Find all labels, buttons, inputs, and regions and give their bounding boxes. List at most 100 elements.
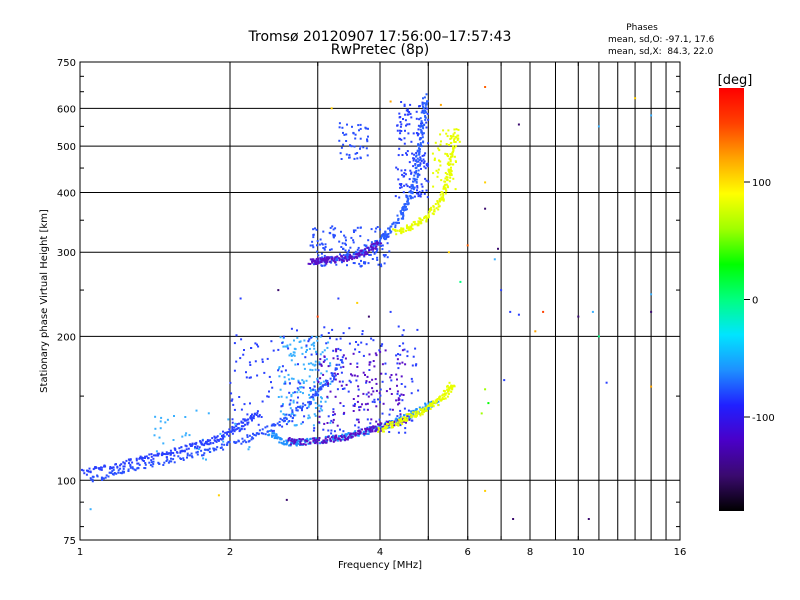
trace-point: [273, 432, 276, 435]
trace-point: [231, 432, 234, 435]
cluster-point: [280, 395, 283, 398]
cluster-point: [290, 377, 293, 380]
trace-point: [134, 469, 137, 472]
cluster-point: [442, 129, 445, 132]
trace-point: [187, 447, 190, 450]
trace-point: [444, 183, 447, 186]
cluster-point: [396, 384, 398, 387]
trace-point: [433, 208, 436, 211]
trace-point: [413, 414, 416, 417]
trace-point: [430, 206, 433, 209]
cluster-point: [319, 358, 322, 361]
cluster-point: [457, 128, 460, 131]
trace-point: [402, 209, 405, 212]
trace-point: [315, 438, 318, 441]
trace-point: [264, 426, 267, 429]
trace-point: [429, 402, 432, 405]
sparse-point: [217, 494, 220, 497]
trace-point: [226, 442, 229, 445]
trace-point: [199, 440, 202, 443]
trace-point: [241, 437, 244, 440]
trace-point: [123, 470, 125, 473]
trace-point: [413, 186, 416, 189]
cluster-point: [256, 343, 258, 346]
trace-point: [317, 260, 320, 263]
trace-point: [138, 463, 141, 466]
cluster-point: [454, 188, 457, 191]
trace-point: [444, 177, 447, 180]
trace-point: [413, 223, 416, 226]
trace-point: [354, 433, 357, 436]
x-tick-label: 6: [465, 547, 471, 558]
trace-point: [419, 164, 421, 167]
trace-point: [381, 428, 384, 431]
trace-point: [271, 434, 273, 437]
trace-point: [400, 227, 403, 230]
cluster-point: [342, 413, 345, 415]
cluster-point: [297, 379, 300, 382]
trace-point: [418, 159, 421, 162]
cluster-point: [310, 388, 313, 391]
trace-point: [353, 256, 356, 258]
cluster-point: [327, 332, 330, 334]
cluster-point: [344, 357, 347, 360]
cluster-point: [408, 111, 411, 113]
trace-point: [375, 245, 378, 248]
trace-point: [279, 437, 282, 440]
trace-point: [394, 221, 397, 224]
cluster-point: [423, 165, 426, 168]
cluster-point: [380, 265, 383, 268]
cluster-point: [339, 428, 341, 431]
sparse-point: [512, 518, 515, 520]
trace-point: [165, 453, 167, 456]
trace-point: [238, 422, 240, 425]
trace-point: [317, 258, 320, 261]
trace-point: [434, 399, 437, 402]
cluster-point: [278, 366, 281, 369]
cluster-point: [366, 408, 369, 411]
trace-point: [404, 418, 407, 421]
cluster-point: [321, 384, 324, 387]
trace-point: [129, 465, 132, 467]
cluster-point: [420, 160, 423, 162]
cluster-point: [297, 381, 300, 384]
trace-point: [90, 478, 93, 481]
trace-point: [248, 434, 251, 437]
trace-point: [323, 441, 326, 444]
sparse-point: [597, 125, 600, 128]
cluster-point: [401, 154, 404, 156]
cluster-point: [345, 133, 348, 136]
cluster-point: [439, 133, 442, 136]
trace-point: [107, 475, 110, 478]
cluster-point: [354, 424, 357, 427]
cluster-point: [318, 363, 321, 366]
cluster-point: [356, 157, 359, 160]
trace-point: [161, 454, 163, 457]
trace-point: [363, 252, 366, 255]
cluster-point: [238, 396, 241, 398]
trace-point: [441, 394, 444, 397]
trace-point: [194, 442, 196, 445]
trace-point: [302, 438, 304, 441]
trace-point: [320, 441, 323, 444]
cluster-point: [424, 152, 427, 155]
cluster-point: [379, 350, 382, 353]
cluster-point: [357, 421, 360, 424]
trace-point: [421, 410, 424, 413]
trace-point: [256, 412, 259, 415]
sparse-point: [316, 315, 319, 318]
trace-point: [89, 477, 92, 480]
trace-point: [180, 446, 183, 449]
trace-point: [326, 260, 329, 263]
sparse-point: [517, 313, 520, 316]
trace-point: [349, 255, 352, 258]
trace-point: [214, 439, 217, 442]
cluster-point: [331, 328, 334, 331]
cluster-point: [337, 347, 340, 350]
cluster-point: [367, 239, 370, 242]
trace-point: [351, 258, 354, 261]
trace-point: [333, 376, 336, 379]
trace-point: [230, 430, 232, 433]
trace-point: [419, 220, 422, 223]
trace-point: [247, 421, 250, 424]
